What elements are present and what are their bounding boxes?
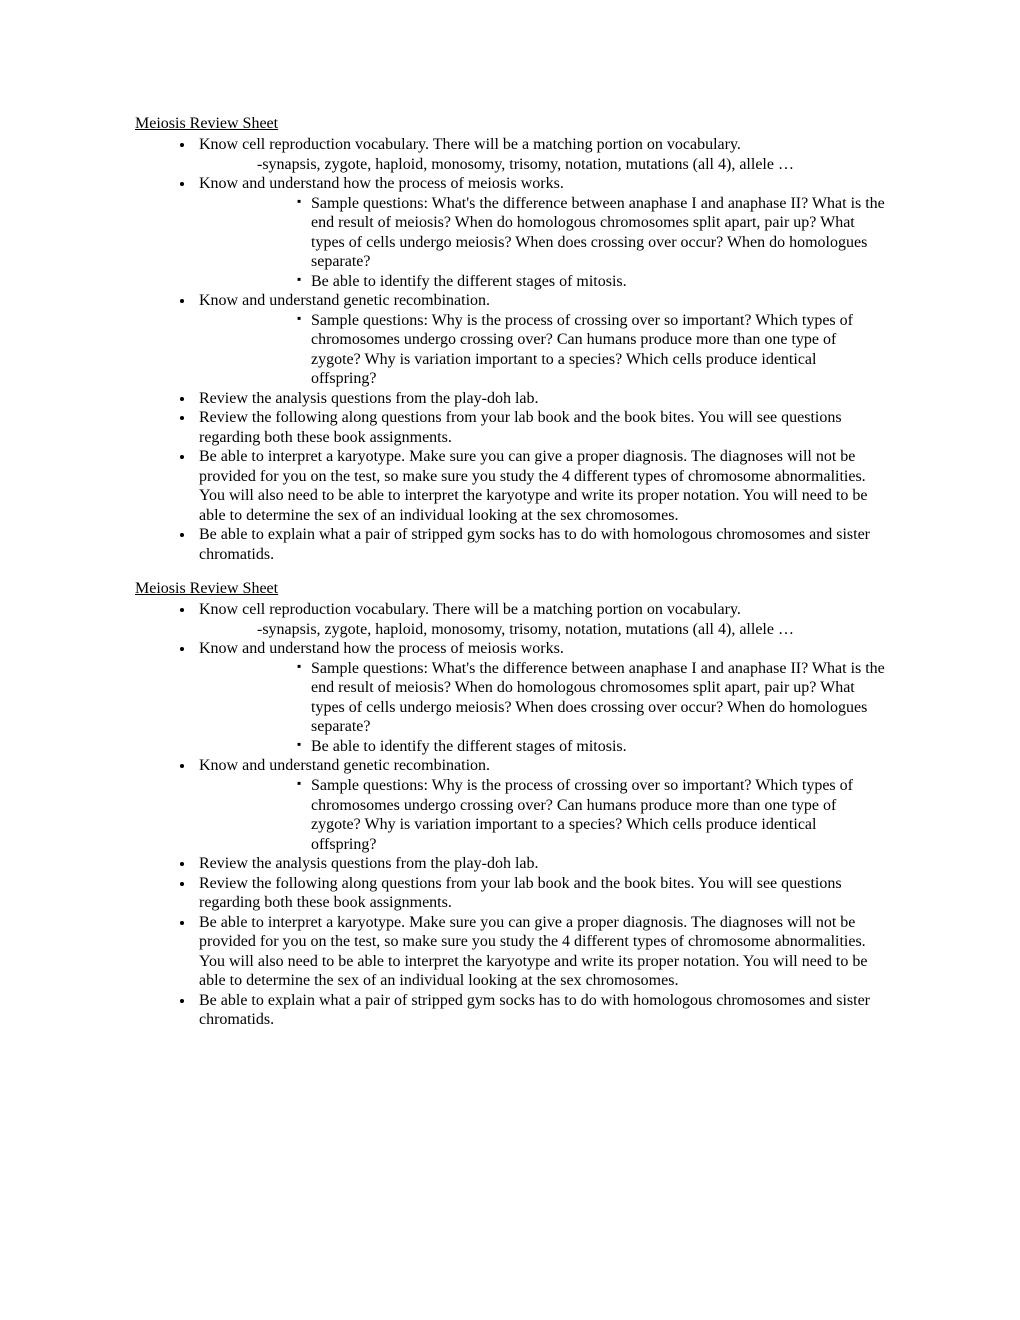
- item-text: Know cell reproduction vocabulary. There…: [199, 136, 741, 153]
- review-section-2: Meiosis Review Sheet Know cell reproduct…: [135, 580, 885, 1029]
- list-item: Be able to interpret a karyotype. Make s…: [195, 913, 885, 991]
- bullet-list: Know cell reproduction vocabulary. There…: [135, 600, 885, 1029]
- list-item: Review the following along questions fro…: [195, 408, 885, 447]
- list-item: Know and understand genetic recombinatio…: [195, 756, 885, 854]
- nested-list: Sample questions: Why is the process of …: [199, 311, 885, 389]
- item-subtext: -synapsis, zygote, haploid, monosomy, tr…: [199, 620, 885, 640]
- nested-item: Be able to identify the different stages…: [297, 737, 885, 757]
- item-text: Know and understand how the process of m…: [199, 175, 564, 192]
- list-item: Know and understand how the process of m…: [195, 174, 885, 291]
- list-item: Be able to explain what a pair of stripp…: [195, 525, 885, 564]
- list-item: Know and understand how the process of m…: [195, 639, 885, 756]
- list-item: Review the analysis questions from the p…: [195, 854, 885, 874]
- list-item: Review the following along questions fro…: [195, 874, 885, 913]
- bullet-list: Know cell reproduction vocabulary. There…: [135, 135, 885, 564]
- list-item: Be able to interpret a karyotype. Make s…: [195, 447, 885, 525]
- review-section-1: Meiosis Review Sheet Know cell reproduct…: [135, 115, 885, 564]
- item-text: Know and understand how the process of m…: [199, 640, 564, 657]
- list-item: Know cell reproduction vocabulary. There…: [195, 600, 885, 639]
- list-item: Be able to explain what a pair of stripp…: [195, 991, 885, 1030]
- list-item: Know and understand genetic recombinatio…: [195, 291, 885, 389]
- section-title: Meiosis Review Sheet: [135, 580, 885, 598]
- nested-list: Sample questions: What's the difference …: [199, 659, 885, 757]
- item-text: Know and understand genetic recombinatio…: [199, 757, 490, 774]
- nested-item: Sample questions: Why is the process of …: [297, 311, 885, 389]
- document-page: Meiosis Review Sheet Know cell reproduct…: [0, 0, 1020, 1030]
- nested-item: Be able to identify the different stages…: [297, 272, 885, 292]
- nested-item: Sample questions: Why is the process of …: [297, 776, 885, 854]
- item-text: Know cell reproduction vocabulary. There…: [199, 601, 741, 618]
- section-title: Meiosis Review Sheet: [135, 115, 885, 133]
- nested-list: Sample questions: What's the difference …: [199, 194, 885, 292]
- nested-item: Sample questions: What's the difference …: [297, 194, 885, 272]
- nested-list: Sample questions: Why is the process of …: [199, 776, 885, 854]
- list-item: Review the analysis questions from the p…: [195, 389, 885, 409]
- nested-item: Sample questions: What's the difference …: [297, 659, 885, 737]
- list-item: Know cell reproduction vocabulary. There…: [195, 135, 885, 174]
- item-text: Know and understand genetic recombinatio…: [199, 292, 490, 309]
- item-subtext: -synapsis, zygote, haploid, monosomy, tr…: [199, 155, 885, 175]
